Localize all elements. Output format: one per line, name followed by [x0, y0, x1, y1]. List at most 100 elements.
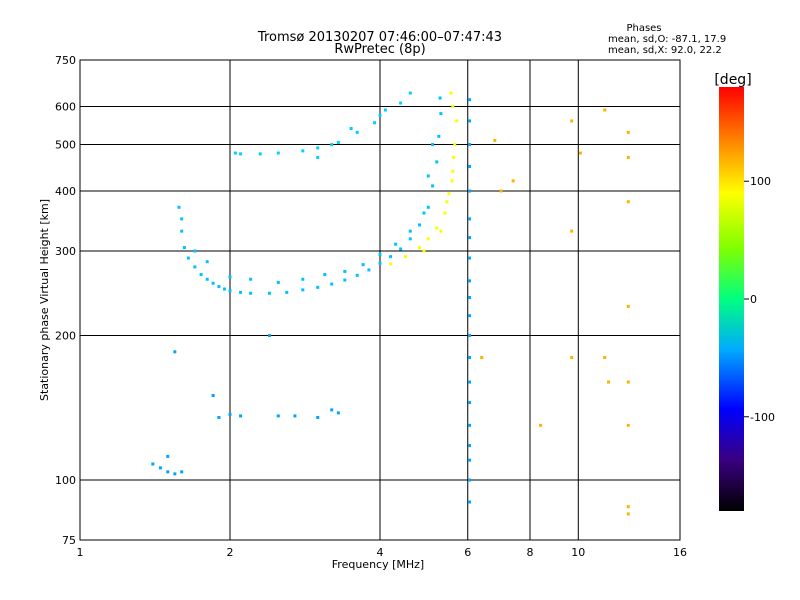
y-tick-label: 400 [55, 185, 76, 198]
data-point [336, 411, 340, 415]
data-point [603, 108, 607, 112]
data-point [330, 408, 334, 412]
data-point [383, 108, 387, 112]
data-point [276, 414, 280, 418]
data-point [361, 263, 365, 267]
y-tick-label: 750 [55, 54, 76, 67]
data-point [603, 355, 607, 359]
data-point [267, 334, 271, 338]
data-point [249, 291, 253, 295]
colorbar-label: [deg] [714, 72, 751, 88]
data-point [239, 290, 243, 294]
data-point [417, 223, 421, 227]
data-point [343, 269, 347, 273]
data-point [211, 281, 215, 285]
data-point [373, 121, 377, 125]
data-point [437, 134, 441, 138]
data-point [447, 192, 451, 196]
data-point [468, 164, 472, 168]
y-tick-label: 500 [55, 139, 76, 152]
data-point [450, 179, 454, 183]
data-point [468, 500, 472, 504]
data-point [285, 290, 289, 294]
data-point [539, 423, 543, 427]
data-point [468, 189, 472, 193]
data-point [570, 119, 574, 123]
data-point [626, 423, 630, 427]
grid-lines [80, 60, 680, 540]
colorbar-tick-label: 100 [750, 175, 771, 188]
x-tick-label: 10 [571, 546, 585, 559]
data-point [468, 119, 472, 123]
y-tick-label: 75 [62, 534, 76, 547]
data-point [435, 226, 439, 230]
data-point [301, 277, 305, 281]
data-point [468, 279, 472, 283]
y-tick-label: 200 [55, 330, 76, 343]
stats-x-mode: mean, sd,X: 92.0, 22.2 [608, 45, 722, 56]
data-point [276, 151, 280, 155]
data-point [228, 412, 232, 416]
x-axis-label: Frequency [MHz] [332, 558, 424, 571]
data-point [408, 91, 412, 95]
data-point [355, 130, 359, 134]
data-point [258, 152, 262, 156]
data-point [173, 472, 177, 476]
data-point [443, 211, 447, 215]
data-point [355, 273, 359, 277]
data-point [177, 205, 181, 209]
data-point [468, 423, 472, 427]
x-tick-labels: 1 2 4 6 8 10 16 [77, 546, 688, 559]
data-point [468, 458, 472, 462]
data-point [217, 285, 221, 289]
data-point [626, 505, 630, 509]
x-tick-label: 4 [377, 546, 384, 559]
data-point [323, 273, 327, 277]
data-point [199, 273, 203, 277]
data-point [626, 304, 630, 308]
data-point [239, 414, 243, 418]
chart-subtitle: RwPretec (8p) [334, 42, 425, 57]
data-point [173, 350, 177, 354]
data-point [228, 289, 232, 293]
data-point [422, 211, 426, 215]
data-point [182, 246, 186, 250]
chart-title: Tromsø 20130207 07:46:00–07:47:43 [257, 30, 502, 45]
data-point [180, 229, 184, 233]
data-point [431, 184, 435, 188]
data-point [223, 287, 227, 291]
data-point [378, 113, 382, 117]
stats-heading: Phases [626, 23, 661, 34]
data-point [431, 143, 435, 147]
data-point [293, 414, 297, 418]
data-point [626, 512, 630, 516]
data-point [451, 169, 455, 173]
data-point [330, 282, 334, 286]
x-tick-label: 16 [673, 546, 687, 559]
stats-o-mode: mean, sd,O: -87.1, 17.9 [608, 34, 726, 45]
data-point [193, 265, 197, 269]
data-point [499, 189, 503, 193]
data-point [626, 130, 630, 134]
data-point [228, 275, 232, 279]
data-point [180, 470, 184, 474]
colorbar-tick-label: -100 [750, 411, 775, 424]
data-point [468, 355, 472, 359]
data-point [468, 401, 472, 405]
data-point [399, 101, 403, 105]
data-point [205, 277, 209, 281]
data-point [468, 256, 472, 260]
data-points [151, 91, 630, 516]
data-point [445, 200, 449, 204]
data-point [468, 380, 472, 384]
data-point [394, 242, 398, 246]
data-point [435, 160, 439, 164]
data-point [468, 314, 472, 318]
data-point [607, 380, 611, 384]
data-point [389, 262, 393, 266]
data-point [186, 256, 190, 260]
data-point [570, 355, 574, 359]
data-point [267, 291, 271, 295]
data-point [493, 138, 497, 142]
